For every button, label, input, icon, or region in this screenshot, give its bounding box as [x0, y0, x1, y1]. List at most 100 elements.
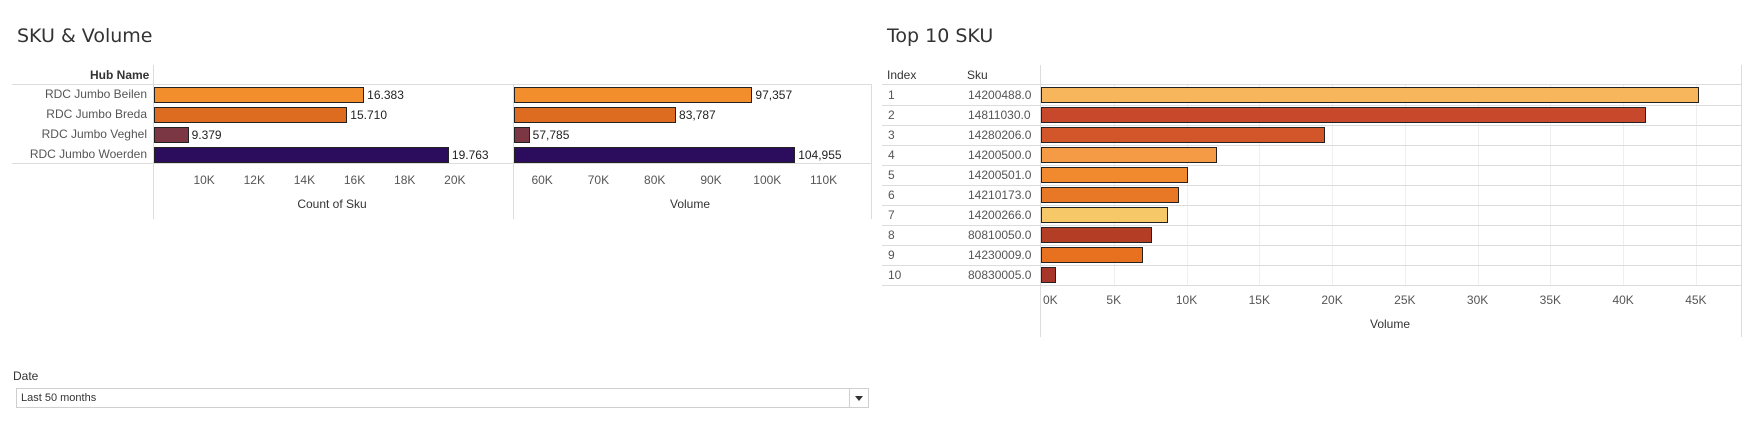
- count-tick-label: 16K: [343, 173, 366, 187]
- volume-bar: [514, 107, 677, 123]
- date-filter-value: Last 50 months: [21, 392, 97, 404]
- count-tick-label: 12K: [243, 173, 265, 187]
- volume-axis-title: Volume: [669, 197, 711, 211]
- count-bar: [154, 147, 449, 163]
- top10-sku-label: 14230009.0: [968, 248, 1032, 262]
- rows-bottom-divider: [12, 163, 872, 164]
- right-chart-title: Top 10 SKU: [887, 25, 994, 47]
- top10-row-divider: [882, 245, 1742, 246]
- date-filter-label: Date: [13, 369, 39, 383]
- volume-data-label: 83,787: [679, 108, 716, 122]
- header-divider: [12, 84, 872, 85]
- top10-row-divider: [882, 225, 1742, 226]
- count-data-label: 19.763: [451, 148, 489, 162]
- hub-name-label: RDC Jumbo Breda: [46, 107, 147, 121]
- count-bar: [154, 107, 348, 123]
- top10-sku-label: 80830005.0: [968, 268, 1032, 282]
- top10-row-divider: [882, 125, 1742, 126]
- top10-index-label: 5: [888, 168, 895, 182]
- top10-row-divider: [882, 105, 1742, 106]
- volume-bar: [514, 127, 530, 143]
- hub-name-label: RDC Jumbo Veghel: [41, 127, 147, 141]
- count-bar: [154, 127, 189, 143]
- top10-row-divider: [882, 285, 1742, 286]
- top10-row-divider: [882, 145, 1742, 146]
- top10-index-label: 2: [888, 108, 895, 122]
- count-axis-line: [153, 65, 154, 219]
- top10-bar: [1041, 247, 1143, 263]
- top10-index-label: 8: [888, 228, 895, 242]
- volume-data-label: 97,357: [755, 88, 793, 102]
- top10-index-label: 7: [888, 208, 895, 222]
- top10-index-label: 3: [888, 128, 895, 142]
- count-data-label: 9.379: [191, 128, 222, 142]
- count-tick-label: 14K: [293, 173, 316, 187]
- top10-tick-label: 40K: [1612, 293, 1634, 307]
- top10-bar: [1041, 267, 1056, 283]
- count-data-label: 16.383: [367, 88, 404, 102]
- top10-header-divider: [882, 84, 1742, 85]
- top10-axis-title: Volume: [1369, 317, 1411, 331]
- count-axis-title: Count of Sku: [297, 197, 367, 211]
- top10-row-divider: [882, 185, 1742, 186]
- top10-bar: [1041, 107, 1647, 123]
- top10-tick-label: 20K: [1321, 293, 1343, 307]
- top10-sku-label: 14811030.0: [968, 108, 1031, 122]
- count-tick-label: 18K: [394, 173, 416, 187]
- count-bar: [154, 87, 365, 103]
- top10-bar: [1041, 147, 1218, 163]
- top10-bar: [1041, 87, 1699, 103]
- top10-tick-label: 15K: [1248, 293, 1270, 307]
- volume-tick-label: 100K: [753, 173, 782, 187]
- top10-bar: [1041, 227, 1152, 243]
- top10-tick-label: 0K: [1043, 293, 1058, 307]
- volume-tick-label: 110K: [810, 173, 838, 187]
- top10-tick-label: 10K: [1175, 293, 1198, 307]
- top10-sku-label: 80810050.0: [968, 228, 1032, 242]
- top10-tick-label: 35K: [1539, 293, 1562, 307]
- top10-axis-line: [1040, 65, 1041, 337]
- volume-axis-line: [513, 84, 514, 219]
- date-filter-dropdown[interactable]: Last 50 months: [16, 388, 869, 408]
- top10-sku-label: 14210173.0: [968, 188, 1032, 202]
- top10-index-label: 9: [888, 248, 895, 262]
- top10-index-label: 1: [888, 88, 895, 102]
- volume-tick-label: 70K: [587, 173, 610, 187]
- top10-index-label: 6: [888, 188, 895, 202]
- volume-bar: [514, 87, 753, 103]
- count-data-label: 15.710: [350, 108, 387, 122]
- hub-name-label: RDC Jumbo Beilen: [44, 87, 147, 101]
- volume-bar: [514, 147, 796, 163]
- top10-row-divider: [882, 265, 1742, 266]
- count-tick-label: 10K: [193, 173, 215, 187]
- top10-sku-label: 14200488.0: [968, 88, 1032, 102]
- top10-right-edge: [1741, 65, 1742, 337]
- top10-tick-label: 5K: [1106, 293, 1122, 307]
- hub-name-header: Hub Name: [90, 68, 150, 82]
- panel-right-edge: [871, 84, 872, 219]
- volume-data-label: 57,785: [532, 128, 570, 142]
- top10-bar: [1041, 187, 1180, 203]
- top10-bar: [1041, 127, 1325, 143]
- top10-sku-label: 14200266.0: [968, 208, 1032, 222]
- top10-index-label: 4: [888, 148, 895, 162]
- volume-tick-label: 90K: [700, 173, 722, 187]
- hub-name-label: RDC Jumbo Woerden: [29, 147, 147, 161]
- top10-tick-label: 45K: [1685, 293, 1707, 307]
- top10-bar: [1041, 167, 1188, 183]
- sku-header: Sku: [967, 68, 988, 82]
- top10-index-label: 10: [888, 268, 902, 282]
- top10-tick-label: 30K: [1466, 293, 1489, 307]
- index-header: Index: [887, 68, 917, 82]
- top10-bar: [1041, 207, 1168, 223]
- top10-sku-label: 14200501.0: [968, 168, 1032, 182]
- left-chart-title: SKU & Volume: [17, 25, 153, 47]
- volume-data-label: 104,955: [798, 148, 842, 162]
- chevron-down-icon[interactable]: [849, 389, 868, 407]
- top10-sku-label: 14200500.0: [968, 148, 1032, 162]
- top10-row-divider: [882, 165, 1742, 166]
- top10-sku-label: 14280206.0: [968, 128, 1032, 142]
- volume-tick-label: 60K: [531, 173, 553, 187]
- top10-tick-label: 25K: [1394, 293, 1416, 307]
- top10-row-divider: [882, 205, 1742, 206]
